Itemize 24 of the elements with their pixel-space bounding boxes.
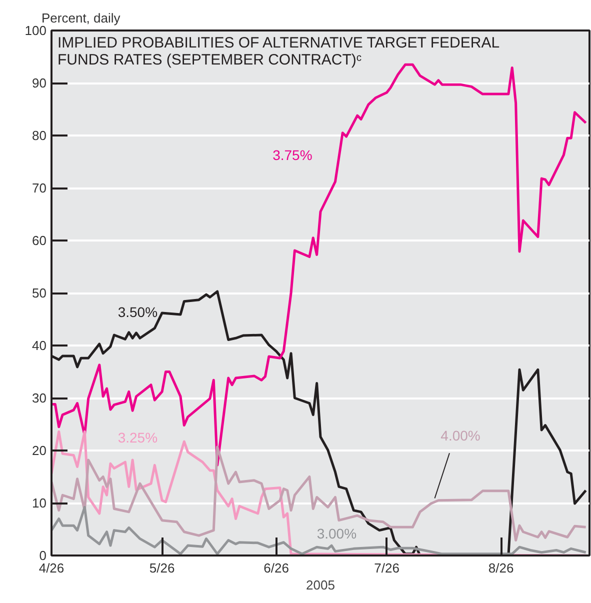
series-label: 3.00% [316, 525, 357, 542]
y-axis-title: Percent, daily [42, 10, 121, 26]
x-tick-label: 6/26 [264, 560, 289, 576]
y-tick-label: 90 [32, 76, 47, 90]
y-tick-label: 80 [32, 128, 47, 143]
x-tick-label: 7/26 [374, 560, 400, 576]
y-tick-label: 10 [32, 496, 47, 510]
y-tick-label: 0 [39, 548, 47, 563]
y-tick-label: 50 [32, 286, 47, 300]
x-tick-label: 4/26 [38, 560, 64, 576]
series-label: 3.75% [272, 146, 312, 163]
x-axis-title: 2005 [306, 578, 335, 592]
y-tick-label: 70 [32, 180, 47, 196]
y-tick-label: 60 [32, 233, 47, 248]
series-label: 3.25% [118, 429, 158, 446]
y-tick-label: 20 [32, 443, 47, 458]
series-label: 3.50% [118, 304, 158, 320]
text: IMPLIED PROBABILITIES OF ALTERNATIVE TARGET FEDERAL FUNDS RATES (SEPTEMBER CONTRACT)ᶜ [58, 34, 500, 68]
y-tick-label: 30 [32, 390, 47, 406]
text: 4.00% [440, 427, 480, 444]
x-tick-label: 8/26 [488, 560, 514, 576]
y-tick-label: 100 [24, 23, 47, 38]
y-tick-label: 40 [32, 338, 47, 353]
x-tick-label: 5/26 [149, 560, 175, 576]
